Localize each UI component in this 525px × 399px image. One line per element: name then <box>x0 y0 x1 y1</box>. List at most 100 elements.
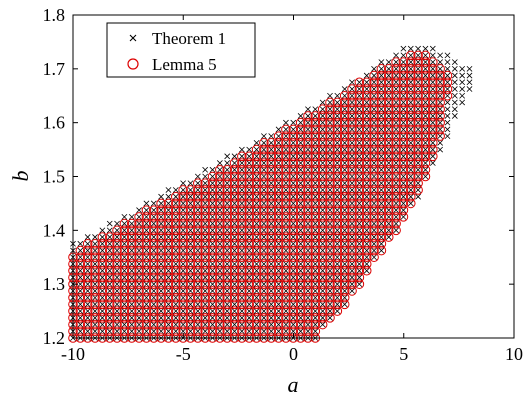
lemma-marker <box>126 319 137 330</box>
lemma-marker <box>398 164 409 175</box>
lemma-marker <box>237 191 247 202</box>
theorem-marker <box>319 133 326 140</box>
theorem-marker <box>136 207 142 214</box>
lemma-marker <box>119 306 130 316</box>
theorem-marker <box>202 281 209 288</box>
lemma-marker <box>398 111 409 121</box>
lemma-marker <box>398 64 409 74</box>
lemma-marker <box>295 272 306 283</box>
lemma-marker <box>288 171 299 182</box>
lemma-marker <box>215 272 225 283</box>
theorem-marker <box>349 79 355 86</box>
lemma-marker <box>134 319 144 330</box>
lemma-marker <box>259 245 269 256</box>
theorem-marker <box>92 328 98 335</box>
lemma-marker <box>361 218 372 229</box>
lemma-marker <box>148 232 159 242</box>
lemma-marker <box>266 191 277 202</box>
theorem-marker <box>261 139 267 146</box>
theorem-marker <box>297 234 304 240</box>
lemma-marker <box>303 238 313 249</box>
lemma-marker <box>237 212 247 222</box>
lemma-marker <box>266 326 277 337</box>
lemma-marker <box>266 151 277 162</box>
theorem-marker <box>84 261 91 267</box>
lemma-marker <box>112 245 122 256</box>
lemma-marker <box>361 252 372 263</box>
theorem-marker <box>187 254 194 261</box>
lemma-marker <box>303 232 313 242</box>
theorem-marker <box>150 274 157 281</box>
theorem-marker <box>305 193 311 200</box>
theorem-marker <box>180 314 187 321</box>
theorem-marker <box>209 281 216 288</box>
lemma-marker <box>141 205 152 215</box>
theorem-marker <box>84 288 91 294</box>
lemma-marker <box>222 178 232 189</box>
theorem-marker <box>349 267 355 274</box>
theorem-marker <box>327 180 333 187</box>
theorem-marker <box>444 99 451 106</box>
lemma-marker <box>193 238 203 249</box>
lemma-marker <box>398 117 409 128</box>
theorem-marker <box>92 321 98 328</box>
lemma-marker <box>273 138 284 148</box>
lemma-marker <box>303 272 313 283</box>
lemma-marker <box>178 259 188 269</box>
lemma-marker <box>215 306 225 316</box>
theorem-marker <box>165 213 172 220</box>
theorem-marker <box>275 200 282 207</box>
lemma-marker <box>332 279 343 289</box>
lemma-marker <box>383 218 394 229</box>
theorem-marker <box>312 139 319 146</box>
theorem-marker <box>371 65 377 72</box>
lemma-marker <box>156 272 166 283</box>
theorem-marker <box>349 200 355 207</box>
theorem-marker <box>194 180 201 187</box>
lemma-marker <box>281 265 291 276</box>
lemma-marker <box>332 306 343 316</box>
lemma-marker <box>104 286 115 296</box>
lemma-marker <box>222 326 232 337</box>
theorem-marker <box>305 213 311 220</box>
theorem-marker <box>194 173 201 180</box>
lemma-marker <box>303 259 313 269</box>
theorem-marker <box>158 240 164 247</box>
theorem-marker <box>297 314 304 321</box>
theorem-marker <box>209 301 216 308</box>
theorem-marker <box>290 153 297 160</box>
lemma-marker <box>295 124 306 135</box>
lemma-marker <box>112 306 122 316</box>
lemma-marker <box>163 245 174 256</box>
theorem-marker <box>297 267 304 274</box>
lemma-marker <box>405 50 416 61</box>
theorem-marker <box>268 166 275 173</box>
lemma-marker <box>222 232 232 242</box>
theorem-marker <box>327 133 333 140</box>
theorem-marker <box>275 321 282 328</box>
theorem-marker <box>92 308 98 314</box>
theorem-marker <box>334 113 341 119</box>
theorem-marker <box>268 267 275 274</box>
lemma-marker <box>126 326 137 337</box>
lemma-marker <box>354 158 365 168</box>
lemma-marker <box>391 225 401 236</box>
theorem-marker <box>121 314 128 321</box>
theorem-marker <box>305 200 311 207</box>
lemma-marker <box>369 198 379 209</box>
lemma-marker <box>259 265 269 276</box>
theorem-marker <box>172 321 179 328</box>
theorem-marker <box>253 153 260 160</box>
theorem-marker <box>385 166 392 173</box>
lemma-marker <box>178 205 188 215</box>
lemma-marker <box>273 319 284 330</box>
theorem-marker <box>283 261 289 267</box>
theorem-marker <box>180 193 187 200</box>
lemma-marker <box>310 319 321 330</box>
theorem-marker <box>128 288 135 294</box>
theorem-marker <box>297 288 304 294</box>
lemma-marker <box>126 272 137 283</box>
lemma-marker <box>229 279 240 289</box>
lemma-marker <box>332 104 343 115</box>
lemma-marker <box>281 198 291 209</box>
